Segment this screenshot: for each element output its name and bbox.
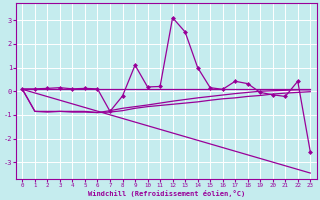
X-axis label: Windchill (Refroidissement éolien,°C): Windchill (Refroidissement éolien,°C): [88, 190, 245, 197]
